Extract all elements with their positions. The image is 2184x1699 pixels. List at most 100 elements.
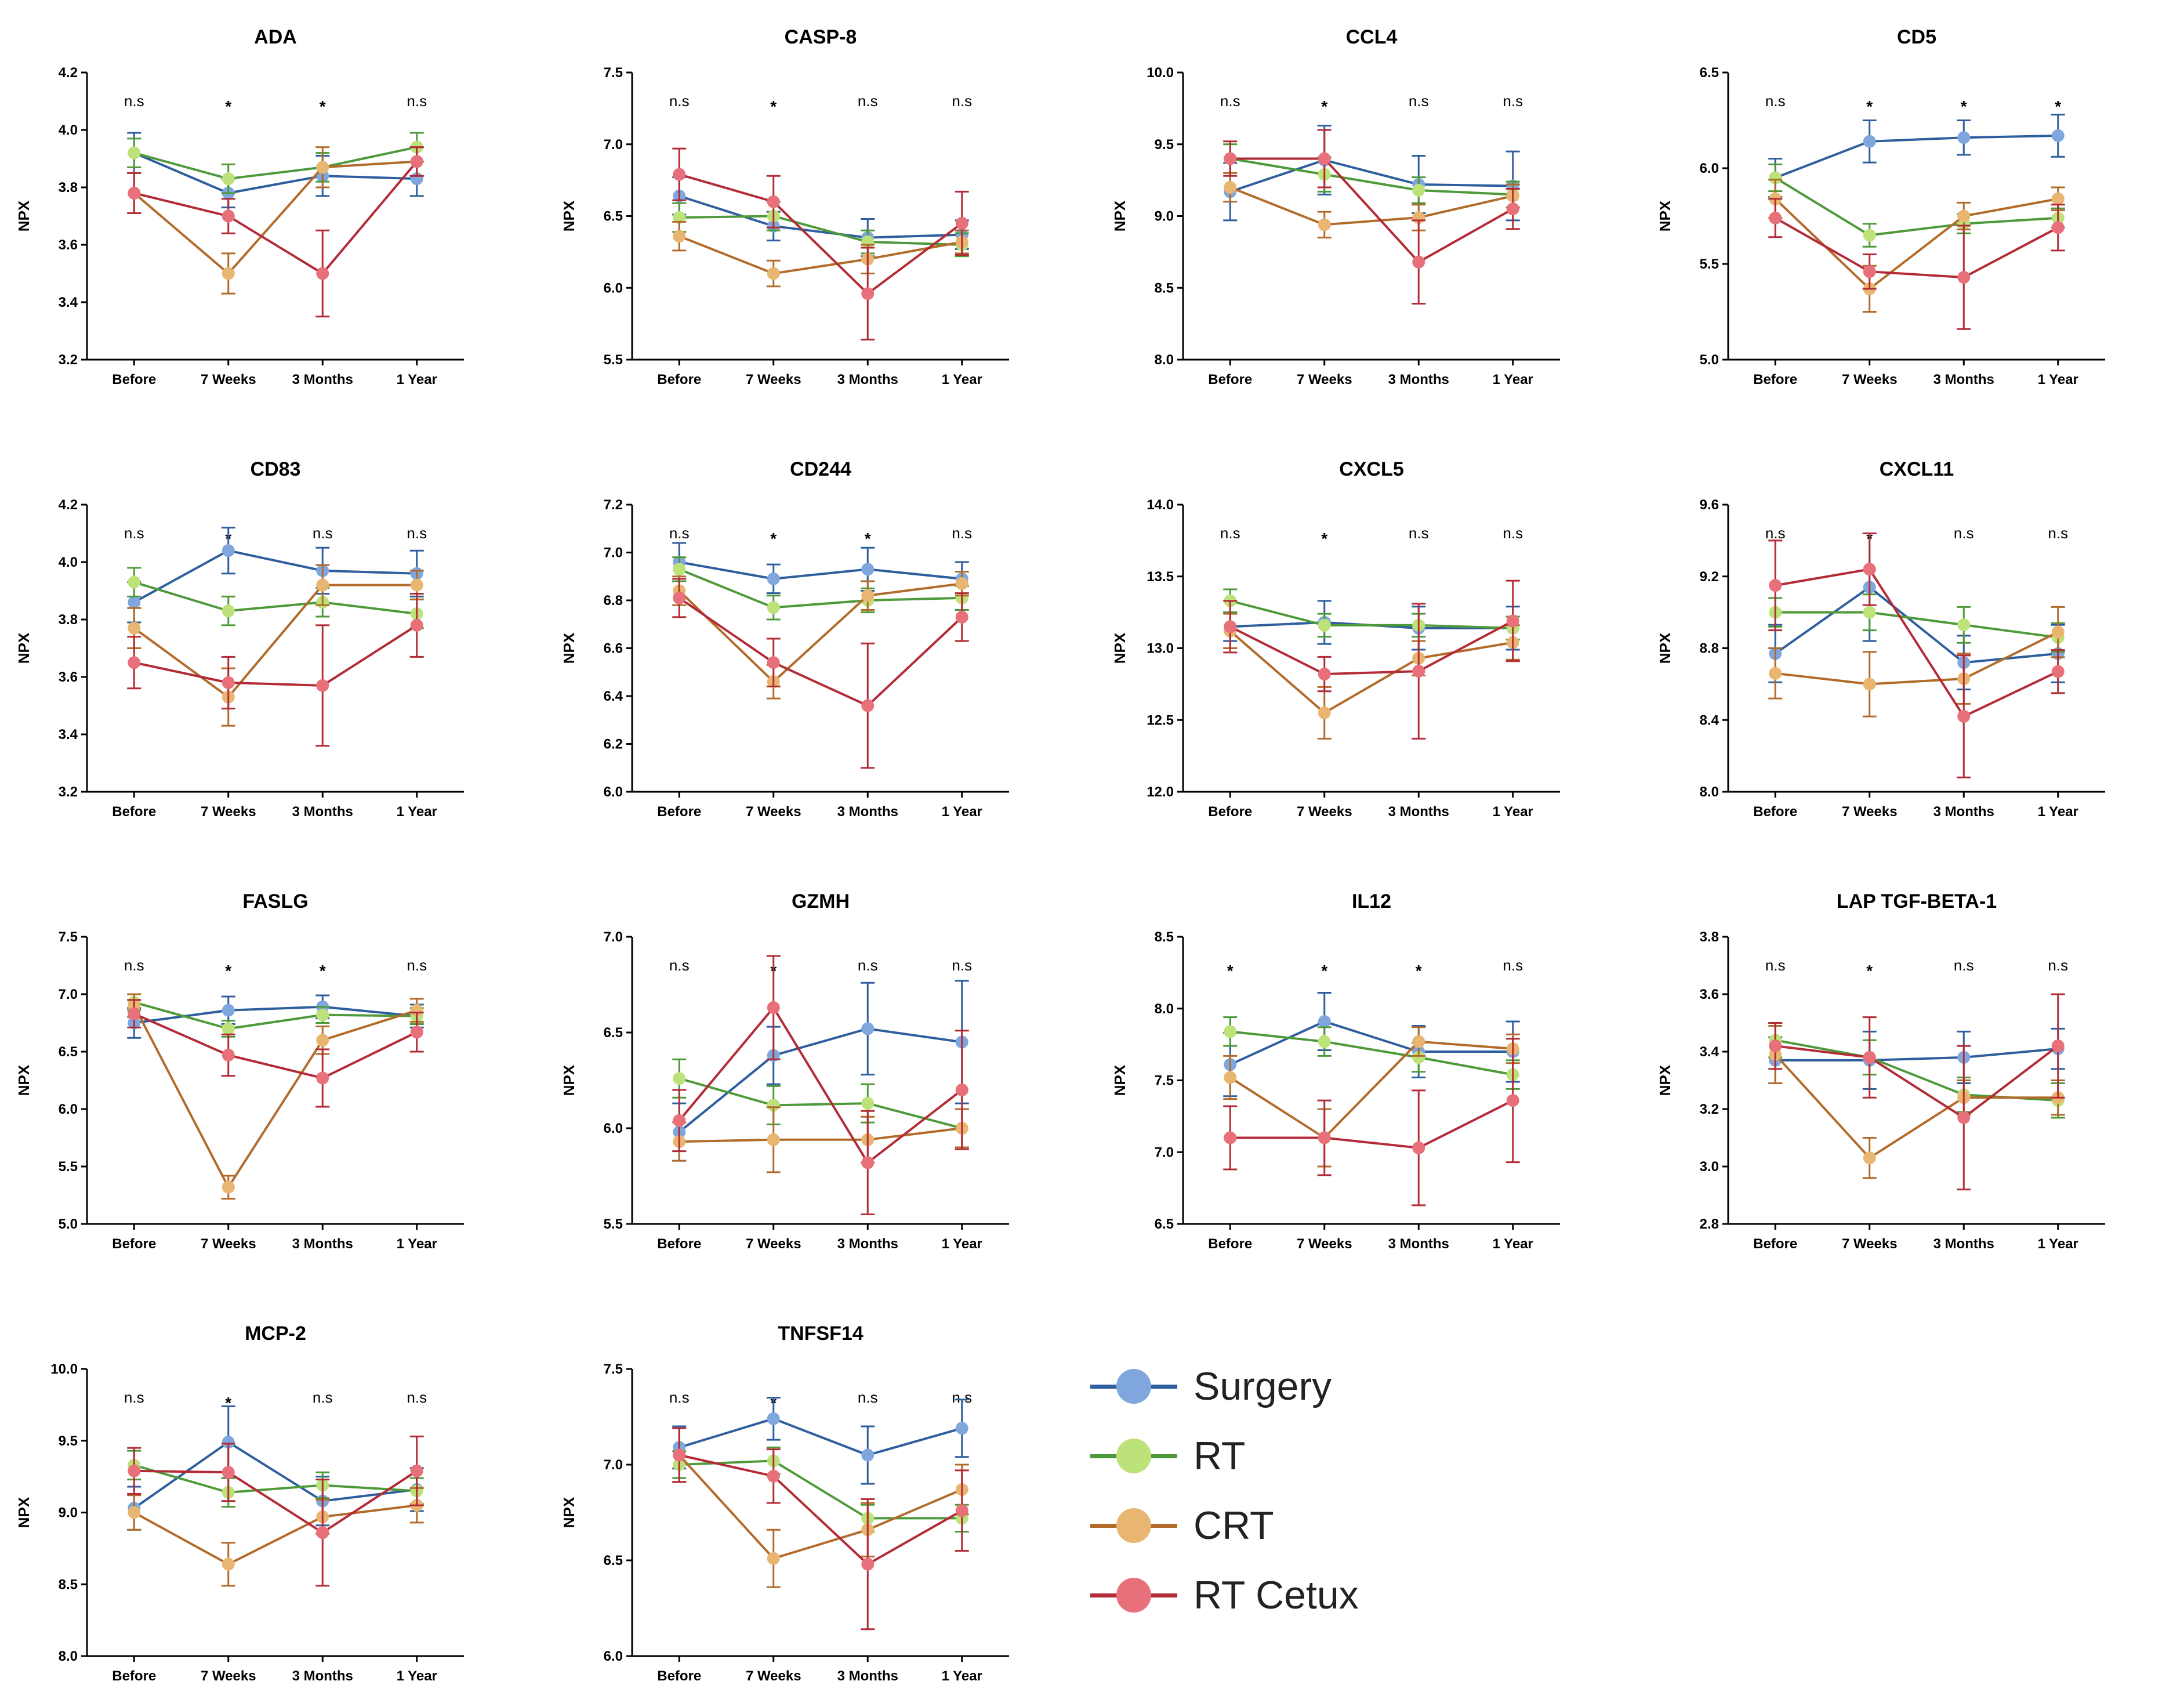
data-point: [1863, 135, 1876, 148]
data-point: [673, 563, 686, 576]
significance-label: n.s: [669, 957, 690, 974]
significance-label: n.s: [952, 92, 972, 110]
series-surgery: [127, 1405, 424, 1531]
data-point: [1224, 152, 1237, 165]
x-tick-label: 7 Weeks: [1297, 372, 1352, 387]
data-point: [1957, 618, 1971, 632]
x-tick-label: 3 Months: [1933, 804, 1994, 820]
significance-label: n.s: [1409, 92, 1429, 110]
data-point: [128, 656, 141, 669]
significance-label: *: [225, 97, 231, 115]
chart-cxcl5: CXCL5 NPX 12.0 12.5 13.0 13.5 14.0 Before 7 Week…: [1111, 458, 1560, 820]
significance-label: *: [2055, 97, 2061, 115]
y-tick-label: 9.5: [59, 1433, 78, 1449]
series-line-crt: [679, 1127, 962, 1143]
y-tick-label: 12.5: [1147, 712, 1174, 728]
data-point: [1769, 211, 1782, 224]
data-point: [673, 211, 686, 224]
y-tick-label: 8.5: [1155, 929, 1174, 945]
x-tick-label: Before: [657, 804, 701, 820]
significance-label: *: [1321, 97, 1327, 115]
data-point: [1224, 181, 1237, 194]
x-tick-label: 7 Weeks: [1842, 1236, 1898, 1252]
series-rt-cetux: [1768, 993, 2065, 1191]
y-tick-label: 7.5: [1155, 1073, 1174, 1089]
y-tick-label: 7.5: [604, 65, 623, 81]
data-point: [1863, 1050, 1876, 1064]
series-line-rt: [1229, 599, 1513, 629]
series-surgery: [127, 132, 424, 209]
significance-label: *: [865, 530, 871, 548]
series-line-rt-cetux: [1775, 217, 2059, 279]
x-tick-label: 1 Year: [1493, 804, 1533, 820]
significance-label: *: [1416, 962, 1422, 980]
y-tick-label: 7.0: [1155, 1144, 1174, 1160]
x-tick-label: 3 Months: [1933, 372, 1994, 387]
data-point: [1863, 678, 1876, 691]
series-line-rt-cetux: [679, 173, 963, 295]
y-tick-label: 3.0: [1700, 1159, 1719, 1175]
series-surgery: [1223, 125, 1520, 222]
chart-title: GZMH: [792, 890, 850, 912]
chart-ccl4: CCL4 NPX 8.0 8.5 9.0 9.5 10.0 Before 7 Weeks 3 Mo…: [1111, 26, 1560, 387]
x-tick-label: Before: [112, 372, 156, 387]
series-line-rt: [679, 1077, 963, 1129]
x-tick-label: Before: [112, 1668, 156, 1684]
significance-label: n.s: [124, 524, 144, 542]
data-point: [1412, 183, 1425, 197]
data-point: [316, 1071, 329, 1085]
data-point: [1506, 614, 1519, 628]
series-rt-cetux: [127, 999, 424, 1108]
y-tick-label: 7.0: [59, 987, 78, 1002]
y-tick-label: 8.0: [1700, 784, 1719, 800]
series-line-rt-cetux: [1230, 1099, 1514, 1149]
y-tick-label: 3.2: [59, 352, 78, 368]
y-tick-label: 9.6: [1700, 497, 1719, 513]
data-point: [673, 1448, 686, 1462]
series-line-rt-cetux: [1775, 568, 2059, 718]
y-tick-label: 4.2: [59, 65, 78, 81]
data-point: [1224, 1025, 1237, 1038]
data-point: [2051, 625, 2065, 639]
series-line-surgery: [1229, 158, 1513, 193]
x-tick-label: 3 Months: [292, 372, 353, 387]
y-tick-label: 3.4: [1700, 1044, 1719, 1060]
data-point: [128, 596, 141, 609]
x-tick-label: 7 Weeks: [201, 1668, 256, 1684]
y-axis-label: NPX: [560, 632, 578, 664]
series-line-surgery: [679, 194, 962, 239]
data-point: [767, 1552, 780, 1565]
data-point: [861, 699, 875, 712]
data-point: [222, 1436, 235, 1449]
y-tick-label: 6.2: [604, 737, 623, 752]
data-point: [222, 1048, 235, 1062]
series-line-rt: [1229, 157, 1513, 196]
y-tick-label: 5.5: [604, 352, 623, 368]
x-tick-label: 1 Year: [397, 372, 437, 387]
data-point: [128, 1464, 141, 1477]
y-tick-label: 3.8: [59, 612, 78, 628]
y-tick-label: 8.0: [59, 1649, 78, 1664]
legend-label-rt: RT: [1193, 1434, 1246, 1478]
y-tick-label: 3.6: [59, 669, 78, 685]
y-tick-label: 6.0: [604, 280, 623, 296]
chart-title: FASLG: [242, 890, 308, 912]
data-point: [222, 604, 235, 618]
significance-label: *: [1321, 962, 1327, 980]
significance-label: n.s: [669, 92, 690, 110]
chart-title: CXCL5: [1339, 458, 1403, 480]
series-line-rt: [1775, 1039, 2058, 1102]
data-point: [316, 578, 329, 592]
significance-label: n.s: [858, 957, 878, 974]
data-point: [1863, 563, 1876, 576]
series-line-rt: [679, 215, 962, 246]
series-line-surgery: [678, 1027, 963, 1133]
data-point: [222, 267, 235, 280]
y-axis-label: NPX: [560, 1497, 578, 1528]
series-line-rt-cetux: [134, 1469, 418, 1534]
data-point: [1318, 1131, 1331, 1144]
x-tick-label: 1 Year: [2038, 1236, 2078, 1252]
data-point: [955, 216, 968, 230]
significance-label: n.s: [2048, 524, 2068, 542]
x-tick-label: 3 Months: [837, 372, 898, 387]
